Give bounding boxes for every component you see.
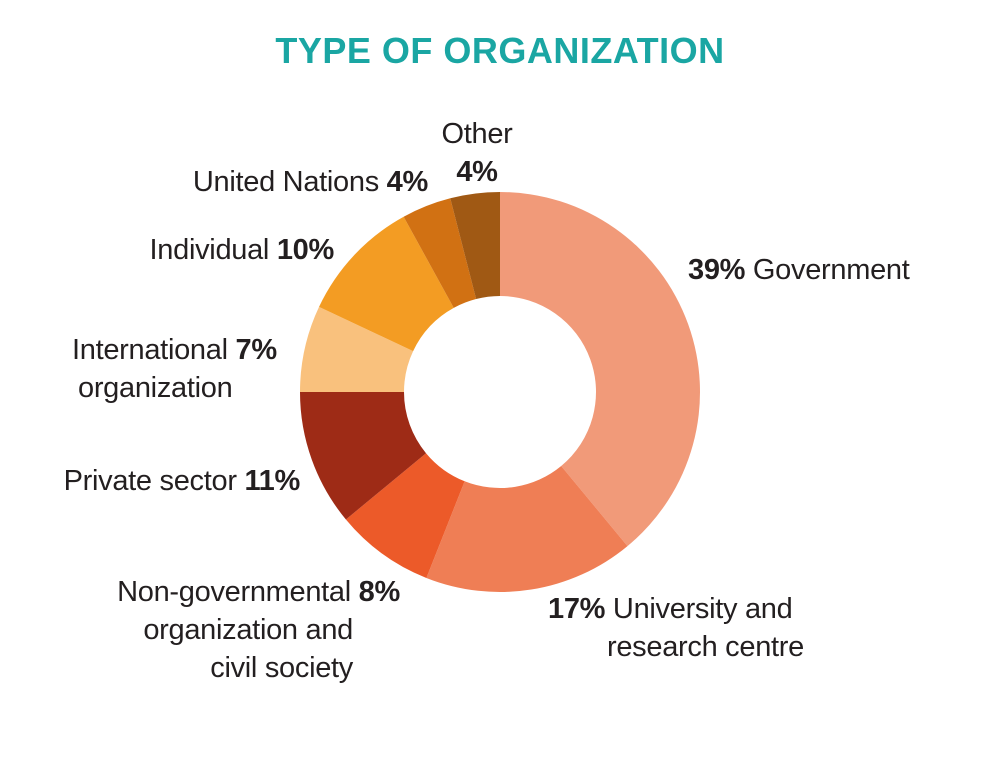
value-united-nations: 4% [386,166,429,198]
label-individual: Individual 10% [149,231,335,269]
slice-government [500,192,700,547]
category-private-sector: Private sector [63,465,237,497]
category-ngo-line2: organization and [143,614,353,646]
slice-individual [319,216,454,352]
value-ngo: 8% [358,576,401,608]
category-university-line2: research centre [607,631,804,663]
category-government: Government [752,254,910,286]
category-international-line2: organization [78,372,233,404]
category-international-line1: International [72,334,228,366]
category-individual: Individual [149,234,270,266]
label-other: Other 4% [412,115,542,191]
label-ngo: Non-governmental 8% organization and civ… [117,573,400,687]
value-other: 4% [456,156,498,188]
value-individual: 10% [276,234,334,266]
category-united-nations: United Nations [192,166,379,198]
label-united-nations: United Nations 4% [193,163,428,201]
label-university: 17% University and research centre [548,590,804,666]
label-international-org: International 7% organization [72,331,277,407]
chart-title: TYPE OF ORGANIZATION [275,30,725,71]
slices-group [300,192,700,592]
slice-non-governmental [345,453,465,578]
slice-private-sector [300,392,427,520]
value-university: 17% [548,593,606,625]
category-university-line1: University and [612,593,793,625]
label-private-sector: Private sector 11% [63,462,301,500]
slice-united-nations [403,198,477,308]
slice-international [300,306,414,392]
value-government: 39% [688,254,746,286]
slice-other [450,192,500,300]
value-private-sector: 11% [244,465,300,497]
category-ngo-line1: Non-governmental [117,576,351,608]
label-government: 39% Government [688,251,910,289]
slice-university-and [426,465,628,592]
category-other: Other [441,118,513,150]
category-ngo-line3: civil society [210,652,353,684]
value-international: 7% [235,334,277,366]
